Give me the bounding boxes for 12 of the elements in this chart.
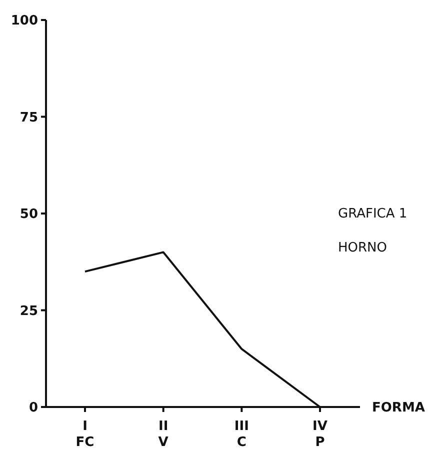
y-tick-label: 75	[20, 110, 38, 126]
x-tick-label: I FC	[76, 419, 94, 450]
text: GRAFICA 1	[338, 206, 408, 222]
y-tick-label: 50	[20, 207, 38, 222]
text: HORNO	[338, 240, 387, 256]
x-axis-title: FORMA	[372, 400, 425, 416]
y-tick-label: 100	[10, 14, 38, 29]
x-tick-label: II V	[158, 419, 168, 450]
x-tick-label: IV P	[312, 419, 328, 450]
y-tick-label: 0	[28, 400, 38, 416]
x-tick-label: III C	[234, 419, 249, 450]
y-tick-label: 25	[20, 304, 38, 319]
